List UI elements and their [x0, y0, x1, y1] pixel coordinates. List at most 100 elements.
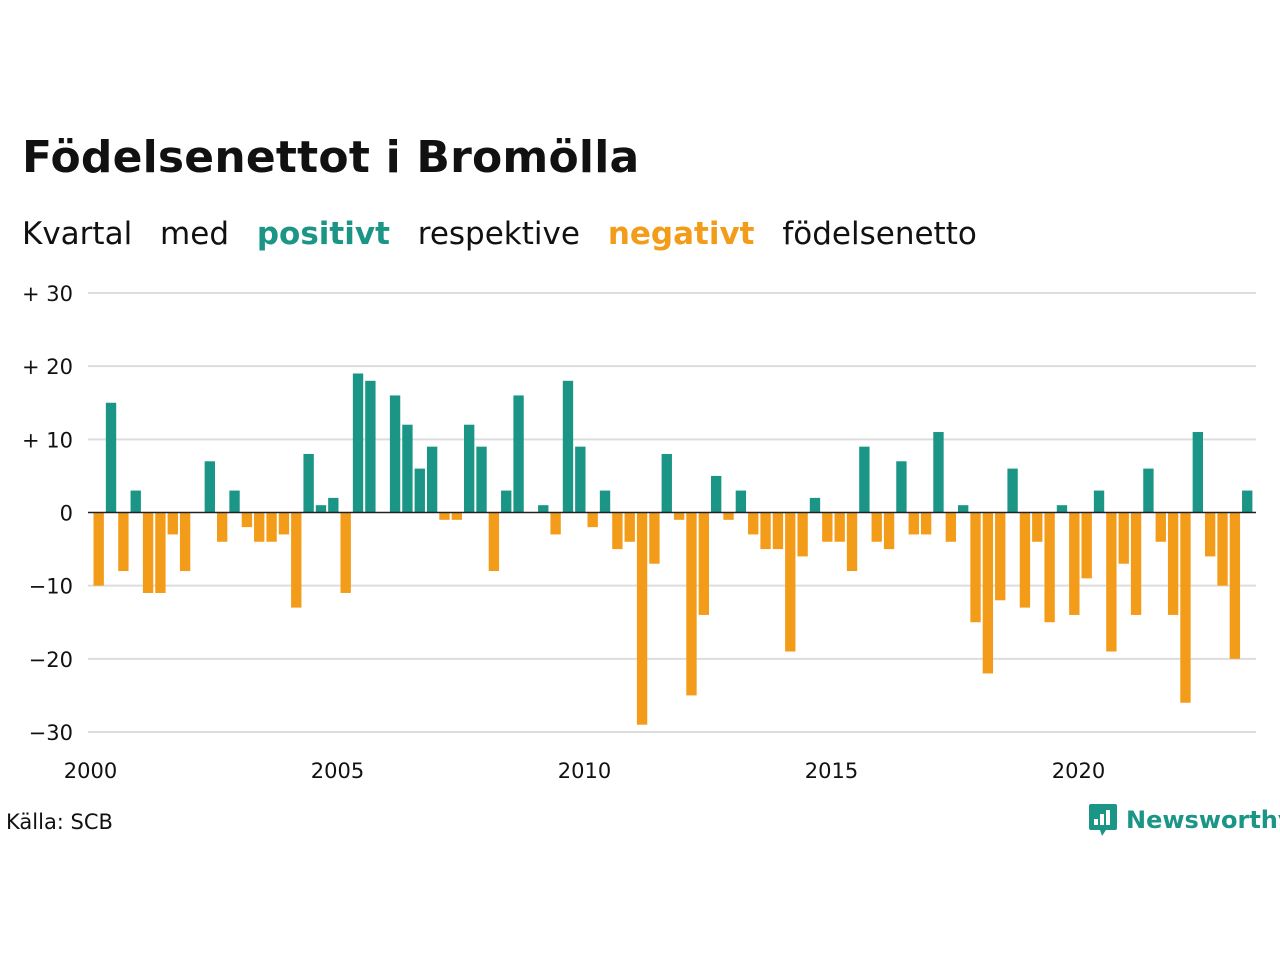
bar	[624, 512, 635, 542]
bars	[93, 373, 1253, 725]
bar	[1093, 490, 1105, 513]
y-tick-label: −30	[29, 721, 73, 745]
axes: + 30 + 20 + 10 0 −10 −20 −30 2000 2005 2010 2015 20…	[22, 282, 1256, 783]
bar	[661, 453, 672, 513]
bar	[365, 380, 376, 513]
bar	[464, 424, 475, 513]
x-tick-label: 2020	[1052, 759, 1105, 783]
y-tick-label: −10	[29, 575, 73, 599]
bar	[797, 512, 808, 557]
y-tick-label: 0	[60, 502, 73, 526]
newsworthy-icon	[1089, 804, 1117, 836]
bar	[389, 395, 401, 513]
bar	[945, 512, 956, 542]
grid-lines	[88, 292, 1256, 733]
bar	[278, 512, 290, 535]
bar	[1167, 512, 1179, 615]
bar	[599, 490, 611, 513]
bar	[155, 512, 166, 593]
bar	[538, 505, 549, 513]
source-note: Källa: SCB	[6, 810, 113, 834]
bar	[1032, 512, 1043, 542]
bar	[1242, 490, 1253, 513]
bar	[636, 512, 648, 725]
bar	[575, 446, 586, 513]
bar	[772, 512, 784, 550]
bar	[315, 505, 327, 513]
brand-name: Newsworthy	[1126, 806, 1280, 834]
bar	[93, 512, 104, 586]
bar	[1143, 468, 1154, 513]
bar	[711, 475, 722, 513]
bar	[834, 512, 845, 542]
bar	[735, 490, 747, 513]
bar	[958, 505, 969, 513]
y-tick-label: −20	[29, 648, 73, 672]
bar	[649, 512, 660, 564]
y-tick-label: + 30	[22, 282, 73, 306]
bar	[846, 512, 858, 572]
bar	[414, 468, 425, 513]
bar	[1081, 512, 1092, 579]
subtitle-word: födelsenetto	[782, 216, 977, 252]
chart-title: Födelsenettot i Bromölla	[22, 132, 640, 183]
bar	[723, 512, 734, 520]
bar	[809, 497, 821, 513]
bar	[748, 512, 759, 535]
bar	[266, 512, 277, 542]
bar	[1229, 512, 1241, 659]
bar	[550, 512, 561, 535]
bar	[217, 512, 228, 542]
bar	[439, 512, 450, 520]
bar	[402, 424, 413, 513]
bar	[476, 446, 487, 513]
bar	[1118, 512, 1129, 564]
y-tick-label: + 20	[22, 355, 73, 379]
bar	[204, 461, 215, 513]
bar	[1106, 512, 1117, 652]
bar	[982, 512, 994, 674]
bar	[871, 512, 882, 542]
x-tick-label: 2015	[805, 759, 858, 783]
bar	[562, 380, 574, 513]
bar	[340, 512, 351, 593]
bar	[1044, 512, 1055, 623]
bar	[303, 453, 314, 513]
bar	[501, 490, 512, 513]
subtitle-word: Kvartal	[22, 216, 133, 252]
y-tick-label: + 10	[22, 428, 73, 452]
bar	[1217, 512, 1228, 586]
bar	[451, 512, 462, 520]
bar	[142, 512, 154, 593]
bar	[785, 512, 796, 652]
bar	[920, 512, 932, 535]
bar	[352, 373, 364, 513]
bar	[1205, 512, 1216, 557]
legend-negative: negativt	[607, 216, 755, 252]
bar	[1007, 468, 1018, 513]
bar	[513, 395, 524, 513]
bar	[179, 512, 191, 572]
subtitle-word: respektive	[417, 216, 580, 252]
legend-positive: positivt	[256, 216, 390, 252]
bar	[254, 512, 265, 542]
bar	[426, 446, 438, 513]
bar	[1130, 512, 1142, 615]
chart-subtitle: Kvartal med positivt respektive negativt…	[22, 216, 995, 252]
bar	[673, 512, 685, 520]
bar	[760, 512, 771, 550]
bar	[130, 490, 141, 513]
brand-logo: Newsworthy	[1088, 802, 1280, 838]
bar	[328, 497, 339, 513]
bar	[241, 512, 253, 528]
bar	[698, 512, 709, 615]
subtitle-word: med	[160, 216, 229, 252]
bar	[1180, 512, 1191, 703]
bar	[908, 512, 919, 535]
bar	[686, 512, 697, 696]
x-tick-label: 2010	[558, 759, 611, 783]
bar	[1056, 505, 1068, 513]
bar	[587, 512, 598, 528]
bar	[933, 432, 944, 513]
